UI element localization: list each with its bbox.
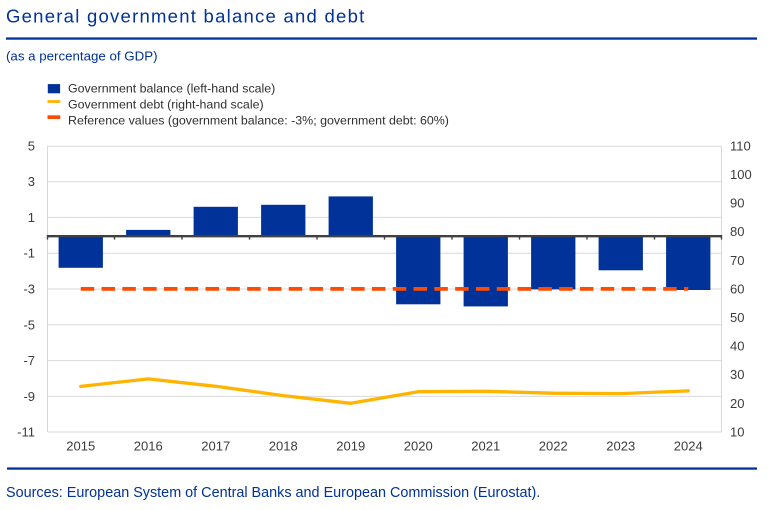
svg-text:2023: 2023 — [606, 439, 635, 454]
svg-text:20: 20 — [730, 396, 744, 411]
svg-text:-9: -9 — [23, 389, 35, 404]
svg-text:-1: -1 — [23, 246, 35, 261]
svg-text:5: 5 — [28, 138, 35, 153]
svg-text:3: 3 — [28, 174, 35, 189]
svg-text:70: 70 — [730, 253, 744, 268]
svg-text:Reference values (government b: Reference values (government balance: -3… — [68, 114, 449, 128]
svg-text:-3: -3 — [23, 282, 35, 297]
svg-text:30: 30 — [730, 367, 744, 382]
svg-text:Government balance (left-hand: Government balance (left-hand scale) — [68, 81, 275, 95]
svg-text:2021: 2021 — [471, 439, 500, 454]
svg-text:80: 80 — [730, 224, 744, 239]
svg-text:1: 1 — [28, 210, 35, 225]
svg-text:2016: 2016 — [134, 439, 163, 454]
svg-text:100: 100 — [730, 167, 752, 182]
svg-text:Sources: European System of Ce: Sources: European System of Central Bank… — [6, 485, 540, 501]
svg-text:2020: 2020 — [404, 439, 433, 454]
svg-text:10: 10 — [730, 424, 744, 439]
svg-text:2024: 2024 — [674, 439, 703, 454]
svg-text:2022: 2022 — [539, 439, 568, 454]
svg-text:-5: -5 — [23, 317, 35, 332]
svg-text:2015: 2015 — [66, 439, 95, 454]
svg-text:-7: -7 — [23, 353, 35, 368]
svg-text:40: 40 — [730, 339, 744, 354]
svg-text:50: 50 — [730, 310, 744, 325]
svg-text:60: 60 — [730, 281, 744, 296]
svg-text:(as a percentage of GDP): (as a percentage of GDP) — [6, 49, 158, 64]
svg-text:110: 110 — [730, 138, 751, 153]
svg-text:90: 90 — [730, 196, 744, 211]
svg-text:2018: 2018 — [269, 439, 298, 454]
svg-text:2019: 2019 — [336, 439, 365, 454]
svg-text:-11: -11 — [17, 425, 35, 440]
svg-text:Government debt (right-hand sc: Government debt (right-hand scale) — [68, 97, 264, 111]
svg-text:General government balance and: General government balance and debt — [6, 6, 366, 27]
svg-text:2017: 2017 — [201, 439, 230, 454]
